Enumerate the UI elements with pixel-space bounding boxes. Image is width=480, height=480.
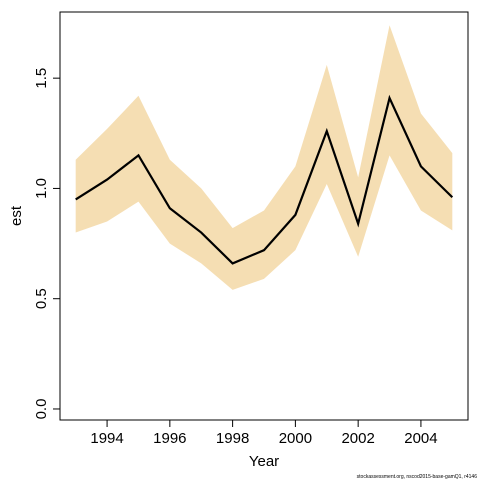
y-axis-title: est: [8, 205, 25, 226]
x-tick-label: 1998: [216, 430, 249, 447]
x-axis-title: Year: [249, 453, 279, 470]
y-tick-label: 1.5: [33, 68, 50, 89]
y-tick-label: 0.5: [33, 288, 50, 309]
x-axis: 1994 1996 1998 2000 2002 2004: [90, 419, 438, 447]
y-tick-label: 1.0: [33, 178, 50, 199]
x-tick-label: 2002: [341, 430, 374, 447]
caption: stockassessment.org, nscod2015-base-gamQ…: [357, 474, 478, 480]
y-axis: 0.0 0.5 1.0 1.5: [33, 68, 61, 420]
estimate-line: [75, 94, 454, 265]
x-tick-label: 1994: [90, 430, 123, 447]
x-tick-label: 1996: [153, 430, 186, 447]
x-tick-label: 2004: [404, 430, 437, 447]
x-tick-label: 2000: [279, 430, 312, 447]
y-tick-label: 0.0: [33, 399, 50, 420]
